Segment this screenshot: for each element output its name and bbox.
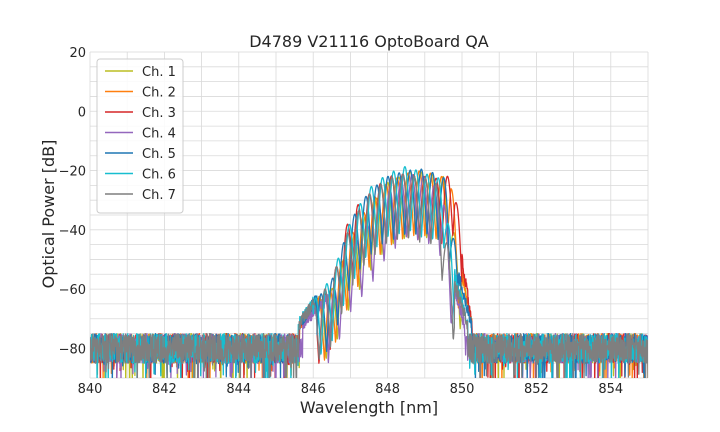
series-line-ch-7 — [90, 173, 648, 378]
y-tick-label: −40 — [59, 224, 86, 239]
legend-label: Ch. 6 — [142, 168, 176, 183]
legend-label: Ch. 2 — [142, 86, 176, 101]
y-tick-label: 0 — [78, 105, 86, 120]
legend: Ch. 1 Ch. 2 Ch. 3 Ch. 4 Ch. 5 Ch. 6 Ch. 7 — [96, 58, 184, 214]
y-tick-label: −80 — [59, 342, 86, 357]
x-tick-label: 854 — [598, 382, 623, 397]
tick-labels: 840 842 844 846 848 850 852 854 20 0 −20 −40 −60 −80 — [59, 46, 624, 397]
legend-label: Ch. 3 — [142, 106, 176, 121]
y-tick-label: −60 — [59, 283, 86, 298]
x-tick-label: 842 — [152, 382, 177, 397]
legend-label: Ch. 1 — [142, 65, 176, 80]
chart-title: D4789 V21116 OptoBoard QA — [249, 32, 489, 51]
x-tick-label: 848 — [375, 382, 400, 397]
x-tick-label: 850 — [450, 382, 475, 397]
series-lines — [90, 166, 648, 378]
series-clip-group — [90, 166, 648, 378]
x-tick-label: 846 — [301, 382, 326, 397]
x-tick-label: 844 — [226, 382, 251, 397]
y-tick-label: 20 — [69, 46, 86, 61]
legend-label: Ch. 5 — [142, 147, 176, 162]
legend-label: Ch. 4 — [142, 127, 176, 142]
y-axis-label: Optical Power [dB] — [39, 140, 58, 289]
x-axis-label: Wavelength [nm] — [300, 398, 438, 417]
legend-label: Ch. 7 — [142, 188, 176, 203]
x-tick-label: 840 — [78, 382, 103, 397]
legend-box — [96, 58, 184, 214]
y-tick-label: −20 — [59, 165, 86, 180]
x-tick-label: 852 — [524, 382, 549, 397]
